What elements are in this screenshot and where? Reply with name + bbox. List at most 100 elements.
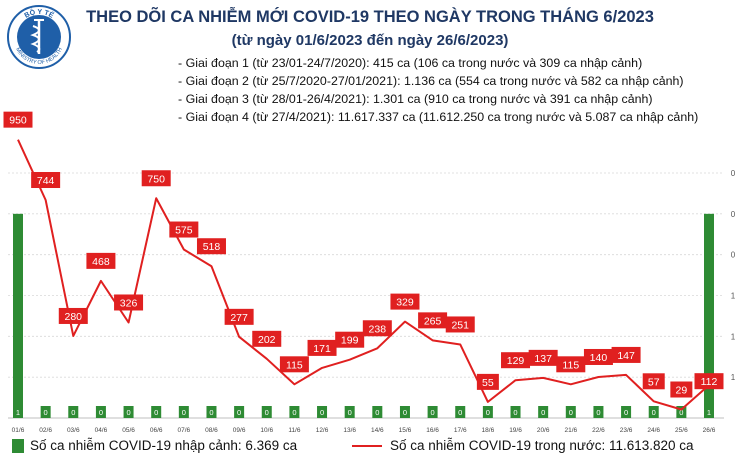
data-label-box-08/6 xyxy=(196,238,226,255)
data-label-08/6: 518 xyxy=(203,241,221,253)
data-label-box-12/6 xyxy=(307,339,337,356)
x-tick-label-19/6: 19/6 xyxy=(509,427,522,434)
x-tick-label-14/6: 14/6 xyxy=(371,427,384,434)
data-label-02/6: 744 xyxy=(37,175,55,187)
bar-label-22/6: 0 xyxy=(596,408,600,417)
x-tick-label-04/6: 04/6 xyxy=(95,427,108,434)
bar-label-10/6: 0 xyxy=(265,408,269,417)
bar-12/6 xyxy=(317,406,328,418)
data-label-07/6: 575 xyxy=(175,225,193,237)
bar-label-23/6: 0 xyxy=(624,408,628,417)
right-axis-tick-label: 1 xyxy=(731,373,736,382)
right-axis-tick-label: 1 xyxy=(731,332,736,341)
phase-note-2: Giai đoạn 2 (từ 25/7/2020-27/01/2021): 1… xyxy=(178,72,698,90)
data-label-26/6: 112 xyxy=(701,376,718,388)
bar-01/6 xyxy=(13,213,23,418)
right-axis-tick-label: 0 xyxy=(731,251,736,260)
bar-label-25/6: 0 xyxy=(679,408,683,417)
x-tick-label-01/6: 01/6 xyxy=(12,427,25,434)
data-label-05/6: 326 xyxy=(120,297,138,309)
data-label-box-01/6 xyxy=(3,111,33,128)
x-tick-label-02/6: 02/6 xyxy=(39,427,52,434)
bar-label-19/6: 0 xyxy=(513,408,517,417)
data-label-24/6: 57 xyxy=(648,376,660,388)
x-tick-label-24/6: 24/6 xyxy=(647,427,660,434)
bar-label-18/6: 0 xyxy=(486,408,490,417)
data-label-15/6: 329 xyxy=(396,297,414,309)
bar-label-14/6: 0 xyxy=(375,408,379,417)
data-label-23/6: 147 xyxy=(617,350,635,362)
bar-17/6 xyxy=(455,406,466,418)
x-tick-label-11/6: 11/6 xyxy=(288,427,301,434)
data-label-box-06/6 xyxy=(141,170,171,187)
data-label-box-24/6 xyxy=(642,373,665,390)
domestic-cases-line xyxy=(17,139,710,411)
bar-label-03/6: 0 xyxy=(71,408,75,417)
x-tick-label-06/6: 06/6 xyxy=(150,427,163,434)
bar-label-26/6: 1 xyxy=(707,408,711,417)
legend-line-label: Số ca nhiễm COVID-19 trong nước: 11.613.… xyxy=(390,438,694,453)
data-label-01/6: 950 xyxy=(9,115,27,127)
bar-10/6 xyxy=(261,406,272,418)
chart-title: THEO DÕI CA NHIỄM MỚI COVID-19 THEO NGÀY… xyxy=(86,8,654,26)
data-label-box-07/6 xyxy=(169,221,199,238)
bar-label-24/6: 0 xyxy=(652,408,656,417)
bar-label-07/6: 0 xyxy=(182,408,186,417)
data-label-06/6: 750 xyxy=(147,173,165,185)
bar-25/6 xyxy=(676,406,687,418)
right-axis-tick-label: 0 xyxy=(731,169,736,178)
data-label-22/6: 140 xyxy=(590,352,608,364)
bar-label-01/6: 1 xyxy=(16,408,20,417)
x-tick-label-25/6: 25/6 xyxy=(675,427,688,434)
bar-label-04/6: 0 xyxy=(99,408,103,417)
data-label-box-23/6 xyxy=(611,346,641,363)
x-tick-label-16/6: 16/6 xyxy=(426,427,439,434)
bar-03/6 xyxy=(68,406,79,418)
phase-note-3: Giai đoạn 3 (từ 28/01-26/4/2021): 1.301 … xyxy=(178,90,698,108)
data-label-25/6: 29 xyxy=(676,385,688,397)
x-tick-label-13/6: 13/6 xyxy=(343,427,356,434)
bar-05/6 xyxy=(123,406,134,418)
data-label-14/6: 238 xyxy=(369,323,387,335)
bar-label-05/6: 0 xyxy=(126,408,130,417)
bar-label-02/6: 0 xyxy=(44,408,48,417)
data-label-box-18/6 xyxy=(476,373,499,390)
data-label-box-16/6 xyxy=(418,312,448,329)
data-label-box-20/6 xyxy=(528,349,558,366)
data-label-box-11/6 xyxy=(279,356,309,373)
data-label-box-17/6 xyxy=(445,316,475,333)
data-label-10/6: 202 xyxy=(258,334,276,346)
legend-bar-entry: Số ca nhiễm COVID-19 nhập cảnh: 6.369 ca xyxy=(12,438,297,453)
right-axis-tick-label: 0 xyxy=(731,210,736,219)
x-tick-label-09/6: 09/6 xyxy=(233,427,246,434)
data-label-21/6: 115 xyxy=(562,359,579,371)
ministry-logo: BỘ Y TẾ MINISTRY OF HEALTH xyxy=(7,5,71,69)
bar-label-17/6: 0 xyxy=(458,408,462,417)
bar-label-20/6: 0 xyxy=(541,408,545,417)
bar-label-13/6: 0 xyxy=(348,408,352,417)
bar-20/6 xyxy=(538,406,549,418)
data-label-box-10/6 xyxy=(252,330,282,347)
bar-06/6 xyxy=(151,406,162,418)
phase-note-4: Giai đoạn 4 (từ 27/4/2021): 11.617.337 c… xyxy=(178,108,699,126)
bar-22/6 xyxy=(593,406,604,418)
bar-23/6 xyxy=(621,406,632,418)
data-label-09/6: 277 xyxy=(230,312,248,324)
bar-07/6 xyxy=(178,406,189,418)
phase-note-1: Giai đoạn 1 (từ 23/01-24/7/2020): 415 ca… xyxy=(178,54,698,72)
data-label-box-13/6 xyxy=(335,331,365,348)
x-tick-label-26/6: 26/6 xyxy=(703,427,716,434)
x-tick-label-15/6: 15/6 xyxy=(399,427,412,434)
x-tick-label-10/6: 10/6 xyxy=(260,427,273,434)
bar-08/6 xyxy=(206,406,217,418)
bar-label-09/6: 0 xyxy=(237,408,241,417)
bar-11/6 xyxy=(289,406,300,418)
data-label-box-15/6 xyxy=(390,293,420,310)
data-label-box-03/6 xyxy=(58,307,88,324)
bar-02/6 xyxy=(40,406,51,418)
data-label-16/6: 265 xyxy=(424,315,442,327)
data-label-box-14/6 xyxy=(362,320,392,337)
x-tick-label-17/6: 17/6 xyxy=(454,427,467,434)
x-tick-label-18/6: 18/6 xyxy=(482,427,495,434)
